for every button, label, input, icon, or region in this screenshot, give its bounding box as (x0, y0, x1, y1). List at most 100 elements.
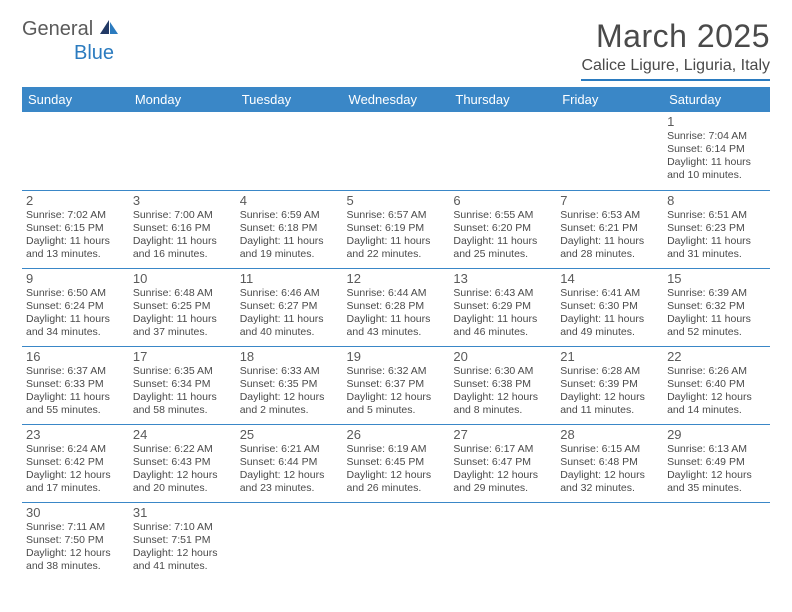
daylight-text: Daylight: 12 hours and 5 minutes. (347, 391, 446, 417)
daylight-text: Daylight: 11 hours and 34 minutes. (26, 313, 125, 339)
calendar-day-cell: 21Sunrise: 6:28 AMSunset: 6:39 PMDayligh… (556, 346, 663, 424)
calendar-day-cell: 1Sunrise: 7:04 AMSunset: 6:14 PMDaylight… (663, 112, 770, 190)
sunrise-text: Sunrise: 6:57 AM (347, 209, 446, 222)
header: General March 2025 Calice Ligure, Liguri… (22, 18, 770, 81)
sunset-text: Sunset: 6:29 PM (453, 300, 552, 313)
day-info: Sunrise: 6:17 AMSunset: 6:47 PMDaylight:… (453, 443, 552, 496)
sunrise-text: Sunrise: 6:19 AM (347, 443, 446, 456)
day-number: 11 (240, 271, 339, 286)
weekday-header: Friday (556, 87, 663, 112)
calendar-empty-cell (129, 112, 236, 190)
day-number: 27 (453, 427, 552, 442)
calendar-empty-cell (343, 502, 450, 580)
sunrise-text: Sunrise: 6:39 AM (667, 287, 766, 300)
sunset-text: Sunset: 6:44 PM (240, 456, 339, 469)
day-number: 6 (453, 193, 552, 208)
day-info: Sunrise: 6:24 AMSunset: 6:42 PMDaylight:… (26, 443, 125, 496)
calendar-empty-cell (556, 502, 663, 580)
calendar-empty-cell (343, 112, 450, 190)
sunset-text: Sunset: 6:32 PM (667, 300, 766, 313)
sunrise-text: Sunrise: 6:28 AM (560, 365, 659, 378)
weekday-header: Monday (129, 87, 236, 112)
sunset-text: Sunset: 6:24 PM (26, 300, 125, 313)
calendar-day-cell: 30Sunrise: 7:11 AMSunset: 7:50 PMDayligh… (22, 502, 129, 580)
calendar-day-cell: 8Sunrise: 6:51 AMSunset: 6:23 PMDaylight… (663, 190, 770, 268)
daylight-text: Daylight: 11 hours and 22 minutes. (347, 235, 446, 261)
sunset-text: Sunset: 6:30 PM (560, 300, 659, 313)
sunrise-text: Sunrise: 7:02 AM (26, 209, 125, 222)
sunrise-text: Sunrise: 6:15 AM (560, 443, 659, 456)
daylight-text: Daylight: 12 hours and 32 minutes. (560, 469, 659, 495)
day-number: 4 (240, 193, 339, 208)
logo-sub: Blue (22, 42, 114, 65)
day-number: 22 (667, 349, 766, 364)
sunset-text: Sunset: 6:38 PM (453, 378, 552, 391)
sunrise-text: Sunrise: 6:48 AM (133, 287, 232, 300)
daylight-text: Daylight: 12 hours and 23 minutes. (240, 469, 339, 495)
sunset-text: Sunset: 6:16 PM (133, 222, 232, 235)
day-info: Sunrise: 7:10 AMSunset: 7:51 PMDaylight:… (133, 521, 232, 574)
day-number: 9 (26, 271, 125, 286)
day-info: Sunrise: 6:51 AMSunset: 6:23 PMDaylight:… (667, 209, 766, 262)
calendar-day-cell: 6Sunrise: 6:55 AMSunset: 6:20 PMDaylight… (449, 190, 556, 268)
calendar-day-cell: 16Sunrise: 6:37 AMSunset: 6:33 PMDayligh… (22, 346, 129, 424)
sunrise-text: Sunrise: 6:41 AM (560, 287, 659, 300)
weekday-header: Wednesday (343, 87, 450, 112)
daylight-text: Daylight: 11 hours and 25 minutes. (453, 235, 552, 261)
calendar-day-cell: 22Sunrise: 6:26 AMSunset: 6:40 PMDayligh… (663, 346, 770, 424)
calendar-day-cell: 28Sunrise: 6:15 AMSunset: 6:48 PMDayligh… (556, 424, 663, 502)
sunrise-text: Sunrise: 6:37 AM (26, 365, 125, 378)
sunrise-text: Sunrise: 6:17 AM (453, 443, 552, 456)
sunset-text: Sunset: 6:35 PM (240, 378, 339, 391)
title-block: March 2025 Calice Ligure, Liguria, Italy (581, 18, 770, 81)
sunrise-text: Sunrise: 6:53 AM (560, 209, 659, 222)
day-info: Sunrise: 6:43 AMSunset: 6:29 PMDaylight:… (453, 287, 552, 340)
daylight-text: Daylight: 12 hours and 26 minutes. (347, 469, 446, 495)
calendar-week-row: 30Sunrise: 7:11 AMSunset: 7:50 PMDayligh… (22, 502, 770, 580)
calendar-empty-cell (236, 112, 343, 190)
sunset-text: Sunset: 6:15 PM (26, 222, 125, 235)
sunrise-text: Sunrise: 6:24 AM (26, 443, 125, 456)
day-number: 24 (133, 427, 232, 442)
daylight-text: Daylight: 11 hours and 10 minutes. (667, 156, 766, 182)
sunrise-text: Sunrise: 6:50 AM (26, 287, 125, 300)
day-info: Sunrise: 6:33 AMSunset: 6:35 PMDaylight:… (240, 365, 339, 418)
calendar-day-cell: 19Sunrise: 6:32 AMSunset: 6:37 PMDayligh… (343, 346, 450, 424)
sunrise-text: Sunrise: 6:59 AM (240, 209, 339, 222)
day-number: 10 (133, 271, 232, 286)
daylight-text: Daylight: 12 hours and 20 minutes. (133, 469, 232, 495)
calendar-empty-cell (663, 502, 770, 580)
day-number: 21 (560, 349, 659, 364)
sunset-text: Sunset: 6:19 PM (347, 222, 446, 235)
sunset-text: Sunset: 6:37 PM (347, 378, 446, 391)
sunrise-text: Sunrise: 6:13 AM (667, 443, 766, 456)
location-label: Calice Ligure, Liguria, Italy (581, 57, 770, 81)
day-info: Sunrise: 6:35 AMSunset: 6:34 PMDaylight:… (133, 365, 232, 418)
day-number: 5 (347, 193, 446, 208)
calendar-day-cell: 26Sunrise: 6:19 AMSunset: 6:45 PMDayligh… (343, 424, 450, 502)
day-number: 23 (26, 427, 125, 442)
daylight-text: Daylight: 12 hours and 2 minutes. (240, 391, 339, 417)
calendar-day-cell: 7Sunrise: 6:53 AMSunset: 6:21 PMDaylight… (556, 190, 663, 268)
logo: General (22, 18, 122, 41)
day-number: 3 (133, 193, 232, 208)
day-number: 31 (133, 505, 232, 520)
day-number: 26 (347, 427, 446, 442)
day-number: 17 (133, 349, 232, 364)
day-info: Sunrise: 6:57 AMSunset: 6:19 PMDaylight:… (347, 209, 446, 262)
sunrise-text: Sunrise: 7:00 AM (133, 209, 232, 222)
sunset-text: Sunset: 6:43 PM (133, 456, 232, 469)
month-title: March 2025 (581, 18, 770, 55)
day-info: Sunrise: 6:22 AMSunset: 6:43 PMDaylight:… (133, 443, 232, 496)
sunrise-text: Sunrise: 6:55 AM (453, 209, 552, 222)
calendar-day-cell: 4Sunrise: 6:59 AMSunset: 6:18 PMDaylight… (236, 190, 343, 268)
day-number: 15 (667, 271, 766, 286)
calendar-day-cell: 27Sunrise: 6:17 AMSunset: 6:47 PMDayligh… (449, 424, 556, 502)
day-number: 19 (347, 349, 446, 364)
logo-text-blue: Blue (74, 42, 114, 64)
day-info: Sunrise: 6:13 AMSunset: 6:49 PMDaylight:… (667, 443, 766, 496)
sunset-text: Sunset: 6:33 PM (26, 378, 125, 391)
calendar-day-cell: 25Sunrise: 6:21 AMSunset: 6:44 PMDayligh… (236, 424, 343, 502)
sunrise-text: Sunrise: 6:44 AM (347, 287, 446, 300)
daylight-text: Daylight: 11 hours and 16 minutes. (133, 235, 232, 261)
